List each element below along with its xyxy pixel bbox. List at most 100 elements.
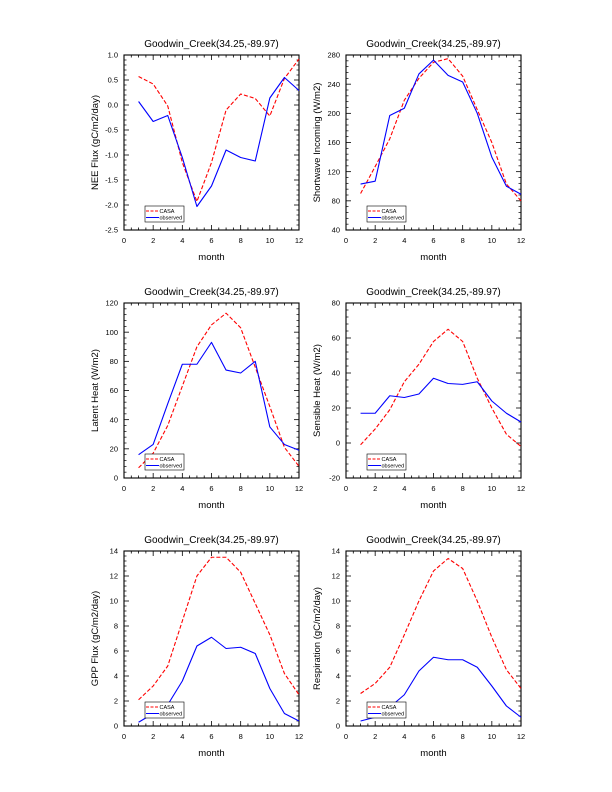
legend-label: CASA — [160, 705, 175, 711]
y-tick-label: 100 — [105, 328, 118, 337]
y-axis: -20 0 20 40 60 80 — [329, 299, 521, 483]
series-line-casa — [360, 557, 522, 694]
x-tick-label: 10 — [488, 236, 496, 245]
legend-label: observed — [160, 464, 183, 470]
y-axis-label: NEE Flux (gC/m2/day) — [90, 95, 101, 190]
plot-frame — [123, 302, 300, 479]
chart-title: Goodwin_Creek(34.25,-89.97) — [366, 39, 501, 50]
y-tick-label: 120 — [327, 167, 340, 176]
y-tick-label: 6 — [336, 647, 340, 656]
x-tick-label: 12 — [517, 236, 525, 245]
x-axis: 0 2 4 6 8 10 12 — [344, 551, 525, 741]
x-tick-label: 0 — [122, 484, 126, 493]
panel-2: Goodwin_Creek(34.25,-89.97) 0 2 4 6 8 10 12 40 80… — [312, 39, 525, 263]
x-tick-label: 0 — [344, 236, 348, 245]
chart-title: Goodwin_Creek(34.25,-89.97) — [366, 287, 501, 298]
chart-title: Goodwin_Creek(34.25,-89.97) — [144, 287, 279, 298]
y-tick-label: 0 — [336, 722, 340, 731]
x-tick-label: 0 — [344, 484, 348, 493]
x-tick-label: 12 — [517, 484, 525, 493]
x-tick-label: 4 — [180, 732, 184, 741]
x-axis-label: month — [420, 748, 446, 759]
x-tick-label: 2 — [151, 484, 155, 493]
y-tick-label: 0.5 — [108, 76, 118, 85]
series-line-casa — [138, 312, 300, 469]
x-tick-label: 4 — [402, 732, 406, 741]
y-tick-label: 80 — [110, 357, 118, 366]
series-line-casa — [360, 328, 522, 447]
plot-frame — [345, 302, 522, 479]
x-axis-label: month — [420, 500, 446, 511]
y-tick-label: 10 — [332, 597, 340, 606]
x-tick-label: 8 — [461, 236, 465, 245]
y-tick-label: 60 — [110, 386, 118, 395]
series-line-casa — [138, 58, 300, 203]
x-tick-label: 6 — [431, 484, 435, 493]
y-tick-label: -20 — [329, 474, 340, 483]
y-tick-label: 0 — [114, 474, 118, 483]
series-line-casa — [138, 556, 300, 701]
y-tick-label: 80 — [332, 299, 340, 308]
legend-label: observed — [382, 712, 405, 718]
y-tick-label: 20 — [332, 404, 340, 413]
y-axis: 0 20 40 60 80 100 120 — [105, 299, 299, 483]
x-axis-label: month — [420, 252, 446, 263]
x-tick-label: 8 — [239, 732, 243, 741]
y-axis-label: Sensible Heat (W/m2) — [312, 344, 323, 437]
y-tick-label: 40 — [332, 369, 340, 378]
x-tick-label: 4 — [402, 236, 406, 245]
y-tick-label: 0 — [336, 439, 340, 448]
legend-label: CASA — [382, 457, 397, 463]
y-tick-label: 14 — [110, 547, 118, 556]
legend-label: CASA — [382, 209, 397, 215]
x-tick-label: 2 — [373, 236, 377, 245]
x-tick-label: 8 — [239, 236, 243, 245]
y-axis: 0 2 4 6 8 10 12 14 — [332, 547, 521, 731]
y-tick-label: 40 — [110, 415, 118, 424]
x-axis: 0 2 4 6 8 10 12 — [344, 303, 525, 493]
x-tick-label: 10 — [266, 732, 274, 741]
x-tick-label: 4 — [402, 484, 406, 493]
x-tick-label: 2 — [151, 236, 155, 245]
legend-label: observed — [160, 216, 183, 222]
plot-frame — [345, 550, 522, 727]
x-tick-label: 4 — [180, 484, 184, 493]
x-tick-label: 6 — [431, 732, 435, 741]
y-tick-label: 240 — [327, 80, 340, 89]
x-axis: 0 2 4 6 8 10 12 — [344, 55, 525, 245]
legend-label: observed — [160, 712, 183, 718]
x-tick-label: 6 — [209, 236, 213, 245]
x-tick-label: 10 — [266, 484, 274, 493]
legend-label: observed — [382, 464, 405, 470]
y-tick-label: 2 — [336, 697, 340, 706]
x-tick-label: 4 — [180, 236, 184, 245]
plot-frame — [123, 550, 300, 727]
x-tick-label: 8 — [239, 484, 243, 493]
y-axis-label: Respiration (gC/m2/day) — [312, 587, 323, 690]
x-tick-label: 2 — [373, 484, 377, 493]
x-axis-label: month — [198, 748, 224, 759]
x-tick-label: 6 — [209, 732, 213, 741]
x-tick-label: 8 — [461, 732, 465, 741]
x-tick-label: 12 — [295, 484, 303, 493]
plot-frame — [345, 54, 522, 231]
y-tick-label: 2 — [114, 697, 118, 706]
y-tick-label: 8 — [114, 622, 118, 631]
x-tick-label: 10 — [488, 732, 496, 741]
x-tick-label: 8 — [461, 484, 465, 493]
x-tick-label: 0 — [344, 732, 348, 741]
panel-6: Goodwin_Creek(34.25,-89.97) 0 2 4 6 8 10 12 0 2 4 6… — [312, 535, 525, 759]
x-tick-label: 10 — [488, 484, 496, 493]
legend-label: CASA — [382, 705, 397, 711]
series-line-observed — [138, 76, 300, 208]
y-tick-label: 0 — [114, 722, 118, 731]
panel-4: Goodwin_Creek(34.25,-89.97) 0 2 4 6 8 10 12 -20 0… — [312, 287, 525, 511]
series-line-casa — [360, 58, 522, 202]
x-axis-label: month — [198, 252, 224, 263]
series-line-observed — [360, 377, 522, 423]
